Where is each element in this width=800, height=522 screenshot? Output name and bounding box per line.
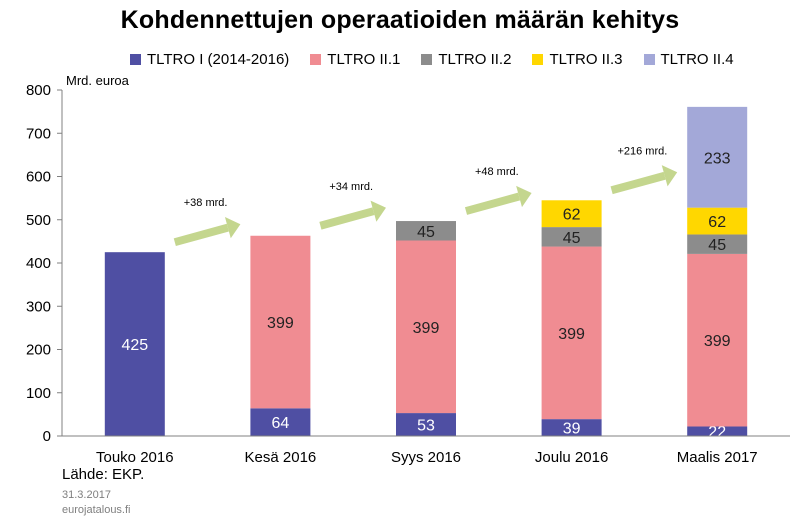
increase-arrow-shaft bbox=[173, 223, 229, 247]
legend-swatch bbox=[310, 54, 322, 65]
x-tick-label: Touko 2016 bbox=[96, 449, 174, 466]
increase-annotation: +38 mrd. bbox=[184, 197, 228, 209]
source-note: Lähde: EKP. bbox=[62, 466, 145, 483]
bar-segment-tltro-ii-3 bbox=[687, 207, 748, 235]
legend-swatch bbox=[130, 54, 141, 65]
y-tick-label: 300 bbox=[26, 298, 51, 315]
legend-label: TLTRO II.4 bbox=[660, 51, 734, 68]
bar-segment-tltro-i-2014-2016 bbox=[541, 419, 602, 436]
increase-arrow-head bbox=[224, 217, 241, 239]
bar-value-label: 45 bbox=[708, 237, 726, 254]
chart-title: Kohdennettujen operaatioiden määrän kehi… bbox=[120, 6, 680, 34]
bar-segment-tltro-ii-1 bbox=[687, 253, 748, 427]
bar-segment-tltro-i-2014-2016 bbox=[687, 426, 748, 436]
legend-label: TLTRO II.3 bbox=[549, 51, 623, 68]
y-tick-label: 800 bbox=[26, 82, 51, 99]
bar-value-label: 22 bbox=[708, 424, 726, 441]
bar-segment-tltro-ii-4 bbox=[687, 106, 748, 208]
bar-value-label: 53 bbox=[417, 418, 435, 435]
legend-swatch bbox=[421, 54, 433, 65]
x-tick-label: Kesä 2016 bbox=[245, 449, 317, 466]
bar-segment-tltro-i-2014-2016 bbox=[104, 252, 165, 436]
increase-arrow-shaft bbox=[319, 207, 375, 230]
y-tick-label: 400 bbox=[26, 255, 51, 272]
bar-value-label: 62 bbox=[708, 214, 726, 231]
bar-segment-tltro-ii-3 bbox=[541, 200, 602, 228]
legend-item-tltro-ii-2: TLTRO II.2 bbox=[421, 51, 511, 68]
increase-annotation: +216 mrd. bbox=[617, 145, 667, 157]
bar-value-label: 399 bbox=[558, 326, 585, 343]
increase-annotation: +34 mrd. bbox=[329, 181, 373, 193]
increase-arrow-head bbox=[661, 165, 678, 187]
bar-segment-tltro-i-2014-2016 bbox=[396, 413, 456, 436]
site-note: eurojatalous.fi bbox=[62, 504, 131, 516]
legend-item-tltro-ii-3: TLTRO II.3 bbox=[532, 51, 623, 68]
y-tick-label: 100 bbox=[26, 385, 51, 402]
y-axis-unit-label: Mrd. euroa bbox=[66, 73, 129, 88]
bar-segment-tltro-ii-2 bbox=[396, 221, 456, 241]
bar-segment-tltro-ii-1 bbox=[396, 240, 456, 414]
y-tick-label: 0 bbox=[43, 428, 51, 445]
legend-item-tltro-ii-1: TLTRO II.1 bbox=[310, 51, 400, 68]
y-tick-label: 600 bbox=[26, 169, 51, 186]
legend-label: TLTRO I (2014-2016) bbox=[147, 51, 290, 68]
bar-value-label: 64 bbox=[272, 415, 290, 432]
bar-segment-tltro-ii-2 bbox=[541, 227, 602, 247]
bar-value-label: 45 bbox=[417, 224, 435, 241]
legend-swatch bbox=[532, 54, 544, 65]
bar-value-label: 399 bbox=[413, 320, 440, 337]
bar-value-label: 39 bbox=[563, 421, 581, 438]
y-tick-label: 700 bbox=[26, 125, 51, 142]
bar-segment-tltro-i-2014-2016 bbox=[250, 408, 311, 436]
increase-arrow-shaft bbox=[610, 171, 666, 195]
bar-value-label: 399 bbox=[267, 315, 294, 332]
x-tick-label: Maalis 2017 bbox=[677, 449, 758, 466]
date-note: 31.3.2017 bbox=[62, 489, 111, 501]
legend-label: TLTRO II.1 bbox=[327, 51, 401, 68]
chart-legend: TLTRO I (2014-2016) TLTRO II.1 TLTRO II.… bbox=[130, 51, 755, 68]
increase-annotation: +48 mrd. bbox=[475, 166, 519, 178]
bar-segment-tltro-ii-1 bbox=[250, 235, 311, 409]
bar-segment-tltro-ii-2 bbox=[687, 234, 748, 254]
x-tick-label: Syys 2016 bbox=[391, 449, 461, 466]
legend-label: TLTRO II.2 bbox=[438, 51, 512, 68]
bar-segment-tltro-ii-1 bbox=[541, 246, 602, 420]
legend-item-tltro-i: TLTRO I (2014-2016) bbox=[130, 51, 289, 68]
legend-item-tltro-ii-4: TLTRO II.4 bbox=[643, 51, 734, 68]
y-tick-label: 500 bbox=[26, 212, 51, 229]
bar-value-label: 399 bbox=[704, 333, 731, 350]
legend-swatch bbox=[643, 54, 655, 65]
bar-value-label: 45 bbox=[563, 230, 581, 247]
increase-arrow-head bbox=[516, 185, 532, 208]
bar-value-label: 62 bbox=[563, 207, 581, 224]
increase-arrow-head bbox=[370, 200, 386, 222]
x-tick-label: Joulu 2016 bbox=[535, 449, 608, 466]
bar-value-label: 425 bbox=[121, 337, 148, 354]
y-tick-label: 200 bbox=[26, 342, 51, 359]
increase-arrow-shaft bbox=[464, 192, 521, 215]
bar-value-label: 233 bbox=[704, 150, 731, 167]
